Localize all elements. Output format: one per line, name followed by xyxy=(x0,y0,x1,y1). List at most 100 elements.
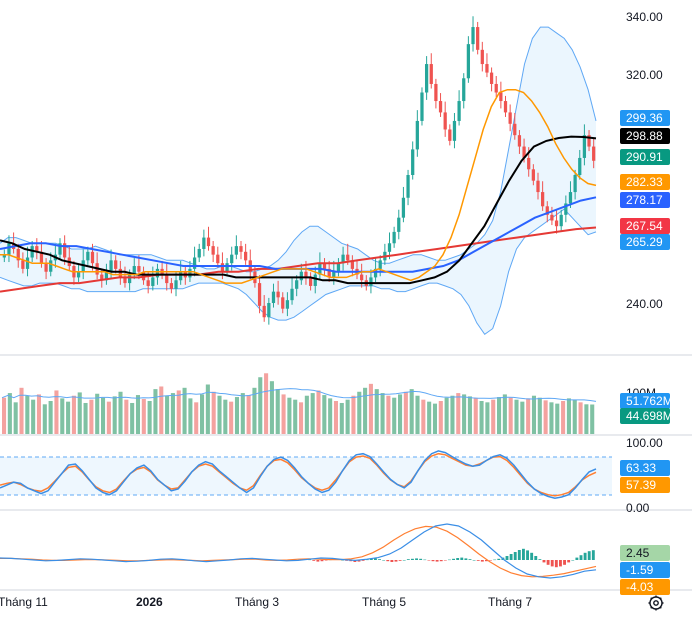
candle xyxy=(373,268,378,278)
macd-histogram-bar xyxy=(583,552,587,560)
candle xyxy=(350,260,354,269)
candle xyxy=(308,277,313,286)
volume-bar xyxy=(176,390,181,434)
volume-bar xyxy=(95,393,100,434)
oscillator-panel[interactable] xyxy=(0,450,612,499)
volume-bar xyxy=(398,394,403,434)
volume-bar xyxy=(339,402,344,434)
volume-bar xyxy=(205,384,210,434)
bollinger-fill xyxy=(0,27,596,335)
ma200-line xyxy=(0,226,597,293)
volume-bar xyxy=(275,389,280,434)
macd-histogram-bar xyxy=(587,551,591,560)
macd-panel[interactable] xyxy=(0,523,597,579)
candle xyxy=(411,149,415,175)
candle xyxy=(295,280,299,289)
volume-bar xyxy=(438,401,443,434)
macd-histogram-bar xyxy=(571,560,575,561)
macd-histogram-bar xyxy=(419,558,423,560)
x-tick-thang5: Tháng 5 xyxy=(362,595,406,609)
candle xyxy=(165,274,169,284)
volume-bar xyxy=(368,383,373,434)
volume-bar xyxy=(491,399,496,434)
volume-bar xyxy=(264,373,269,434)
candle xyxy=(137,266,141,272)
volume-bar xyxy=(281,394,286,434)
candle xyxy=(100,274,104,281)
volume-bar xyxy=(48,401,53,434)
macd-histogram-bar xyxy=(308,559,312,561)
macd-histogram-bar xyxy=(559,560,562,567)
candle xyxy=(211,246,215,255)
macd-histogram-bar xyxy=(517,550,521,560)
tag-278-17-bg xyxy=(620,192,670,208)
price-tick-320: 320.00 xyxy=(626,68,663,82)
candle xyxy=(327,268,331,278)
candle xyxy=(276,291,280,298)
bollinger-lower xyxy=(0,208,597,336)
candle xyxy=(7,243,11,255)
candle xyxy=(313,274,317,286)
candle xyxy=(332,271,336,278)
price-panel[interactable] xyxy=(0,16,597,336)
tag-d-bg xyxy=(620,477,670,493)
macd-histogram-bar xyxy=(497,558,501,560)
grid xyxy=(0,354,692,591)
macd-histogram-bar xyxy=(365,559,369,561)
candle xyxy=(336,263,341,272)
volume-bar xyxy=(473,398,478,434)
candle xyxy=(369,277,373,286)
volume-bar xyxy=(118,391,123,434)
macd-histogram-bar xyxy=(382,560,386,561)
candle xyxy=(550,214,554,221)
candle xyxy=(476,27,480,50)
volume-bar xyxy=(310,393,315,434)
candle xyxy=(420,92,424,121)
volume-bar xyxy=(77,392,82,434)
candle xyxy=(554,220,559,227)
tag-299-36-bg xyxy=(620,110,670,126)
tag-267-54-bg xyxy=(620,218,670,234)
volume-bar xyxy=(502,394,507,434)
gear-icon[interactable] xyxy=(647,594,665,612)
volume-bar xyxy=(211,391,216,434)
volume-bar xyxy=(246,395,251,434)
volume-bar xyxy=(578,402,583,434)
macd-histogram-bar xyxy=(369,558,373,560)
candle xyxy=(503,101,508,113)
candle xyxy=(401,197,406,218)
volume-bar xyxy=(287,397,292,434)
tag-290-91: 290.91 xyxy=(626,150,663,164)
macd-histogram-bar xyxy=(406,559,410,560)
volume-panel[interactable] xyxy=(1,373,597,434)
tag-265-29: 265.29 xyxy=(626,235,663,249)
tag-265-29-bg xyxy=(620,234,670,250)
candle xyxy=(387,243,392,252)
ma20-line xyxy=(0,88,597,284)
candle xyxy=(225,263,229,272)
tag-k-bg xyxy=(620,460,670,476)
volume-bar xyxy=(25,395,30,434)
volume-bar xyxy=(409,389,414,434)
candle xyxy=(466,44,471,79)
candle xyxy=(174,280,178,289)
volume-bar xyxy=(200,394,205,434)
macd-histogram-bar xyxy=(415,558,418,560)
macd-histogram-bar xyxy=(468,559,472,560)
tag-vol-51: 51.762M xyxy=(626,394,673,408)
candle xyxy=(304,271,308,278)
candle xyxy=(281,297,285,309)
macd-histogram-bar xyxy=(341,560,344,561)
candle xyxy=(90,251,95,264)
volume-bar xyxy=(60,398,65,434)
volume-bar xyxy=(194,402,199,434)
volume-ma-line xyxy=(1,388,597,402)
volume-bar xyxy=(258,377,263,434)
price-tick-240: 240.00 xyxy=(626,297,663,311)
candle xyxy=(257,283,262,306)
candle xyxy=(244,251,248,261)
candle xyxy=(146,280,150,286)
volume-bar xyxy=(479,401,484,434)
macd-histogram-bar xyxy=(456,558,460,560)
